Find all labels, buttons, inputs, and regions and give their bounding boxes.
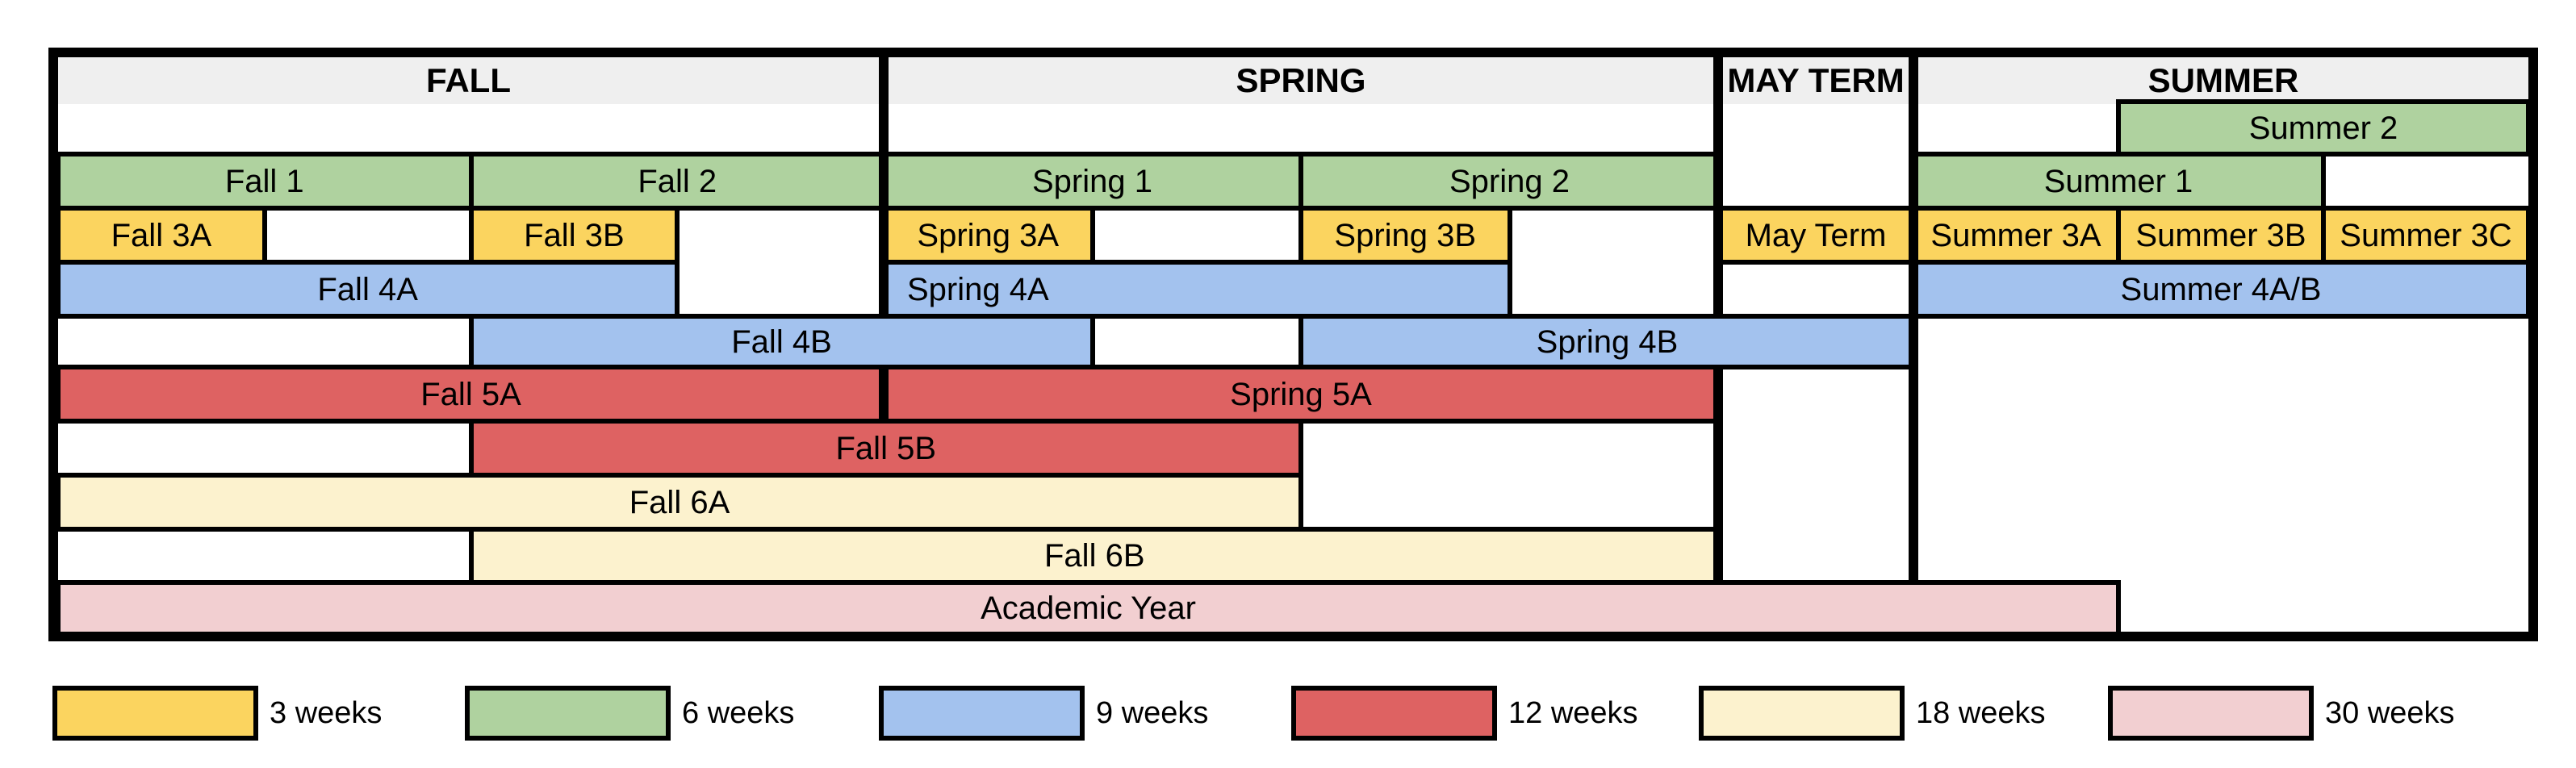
session-bar-spring-1: Spring 1 (881, 152, 1303, 211)
legend-swatch-30-weeks (2108, 686, 2314, 741)
session-bar-summer-1: Summer 1 (1911, 152, 2326, 211)
term-header-fall: FALL (58, 57, 879, 104)
session-bar-fall-3b: Fall 3B (468, 206, 680, 265)
session-bar-fall-6b: Fall 6B (468, 527, 1721, 585)
session-label-spring-1: Spring 1 (1032, 163, 1152, 199)
term-header-may-term-label: MAY TERM (1727, 61, 1905, 99)
session-bar-fall-4a: Fall 4A (56, 260, 680, 319)
session-bar-summer-3a: Summer 3A (1911, 206, 2121, 265)
session-label-fall-5a: Fall 5A (420, 376, 521, 412)
session-label-fall-3a: Fall 3A (111, 217, 212, 253)
session-bar-spring-4b: Spring 4B (1298, 314, 1916, 369)
term-header-summer-label: SUMMER (2147, 61, 2299, 99)
session-label-spring-3a: Spring 3A (917, 217, 1060, 253)
session-bar-spring-2: Spring 2 (1298, 152, 1721, 211)
session-label-summer-3b: Summer 3B (2135, 217, 2306, 253)
session-bar-spring-3a: Spring 3A (881, 206, 1095, 265)
session-label-spring-2: Spring 2 (1449, 163, 1570, 199)
session-bar-spring-4a: Spring 4A (881, 260, 1512, 319)
legend-label-18-weeks: 18 weeks (1916, 695, 2046, 730)
session-label-spring-4b: Spring 4B (1536, 323, 1679, 360)
session-bar-spring-5a: Spring 5A (881, 365, 1721, 424)
term-header-fall-label: FALL (426, 61, 511, 99)
legend-swatch-12-weeks (1291, 686, 1497, 741)
legend-swatch-9-weeks (879, 686, 1085, 741)
term-header-may-term: MAY TERM (1723, 57, 1909, 104)
legend-label-3-weeks: 3 weeks (270, 695, 383, 730)
section-divider-line (1909, 48, 1918, 585)
term-header-strip (58, 57, 2528, 104)
session-bar-summer-3c: Summer 3C (2321, 206, 2531, 265)
session-label-spring-4a: Spring 4A (907, 271, 1049, 307)
session-label-summer-4a-b: Summer 4A/B (2120, 271, 2322, 307)
session-label-fall-6a: Fall 6A (629, 484, 730, 520)
session-bar-fall-5a: Fall 5A (56, 365, 886, 424)
session-label-summer-3a: Summer 3A (1930, 217, 2101, 253)
legend-label-12-weeks: 12 weeks (1508, 695, 1638, 730)
session-bar-summer-3b: Summer 3B (2116, 206, 2326, 265)
legend-swatch-18-weeks (1699, 686, 1905, 741)
session-label-fall-5b: Fall 5B (835, 430, 937, 466)
session-bar-fall-4b: Fall 4B (468, 314, 1095, 369)
legend-label-6-weeks: 6 weeks (682, 695, 795, 730)
session-bar-spring-3b: Spring 3B (1298, 206, 1512, 265)
session-bar-fall-2: Fall 2 (468, 152, 886, 211)
session-bar-fall-3a: Fall 3A (56, 206, 267, 265)
legend-swatch-6-weeks (465, 686, 671, 741)
legend-label-30-weeks: 30 weeks (2325, 695, 2455, 730)
session-bar-fall-1: Fall 1 (56, 152, 474, 211)
session-bar-academic-year: Academic Year (56, 580, 2121, 637)
session-label-academic-year: Academic Year (981, 591, 1196, 626)
session-label-summer-2: Summer 2 (2248, 110, 2398, 146)
session-label-fall-3b: Fall 3B (524, 217, 625, 253)
session-label-fall-2: Fall 2 (638, 163, 717, 199)
section-divider-line (879, 365, 889, 424)
session-label-fall-4a: Fall 4A (317, 271, 418, 307)
session-label-fall-1: Fall 1 (224, 163, 304, 199)
session-label-summer-3c: Summer 3C (2340, 217, 2512, 253)
legend-label-9-weeks: 9 weeks (1096, 695, 1209, 730)
session-label-spring-5a: Spring 5A (1230, 376, 1372, 412)
session-label-may-term: May Term (1745, 217, 1887, 253)
section-divider-line (1713, 365, 1723, 585)
term-header-spring: SPRING (889, 57, 1713, 104)
section-divider-line (1713, 48, 1723, 319)
session-label-summer-1: Summer 1 (2043, 163, 2193, 199)
term-header-spring-label: SPRING (1236, 61, 1366, 99)
session-bar-may-term: May Term (1716, 206, 1916, 265)
legend-swatch-3-weeks (52, 686, 258, 741)
session-label-spring-3b: Spring 3B (1334, 217, 1477, 253)
session-bar-summer-2: Summer 2 (2116, 99, 2531, 157)
session-bar-fall-5b: Fall 5B (468, 419, 1303, 478)
session-bar-summer-4a-b: Summer 4A/B (1911, 260, 2531, 319)
session-label-fall-6b: Fall 6B (1044, 538, 1145, 574)
section-divider-line (879, 48, 889, 319)
session-label-fall-4b: Fall 4B (731, 323, 832, 360)
session-bar-fall-6a: Fall 6A (56, 473, 1303, 532)
term-header-summer: SUMMER (1918, 57, 2528, 104)
